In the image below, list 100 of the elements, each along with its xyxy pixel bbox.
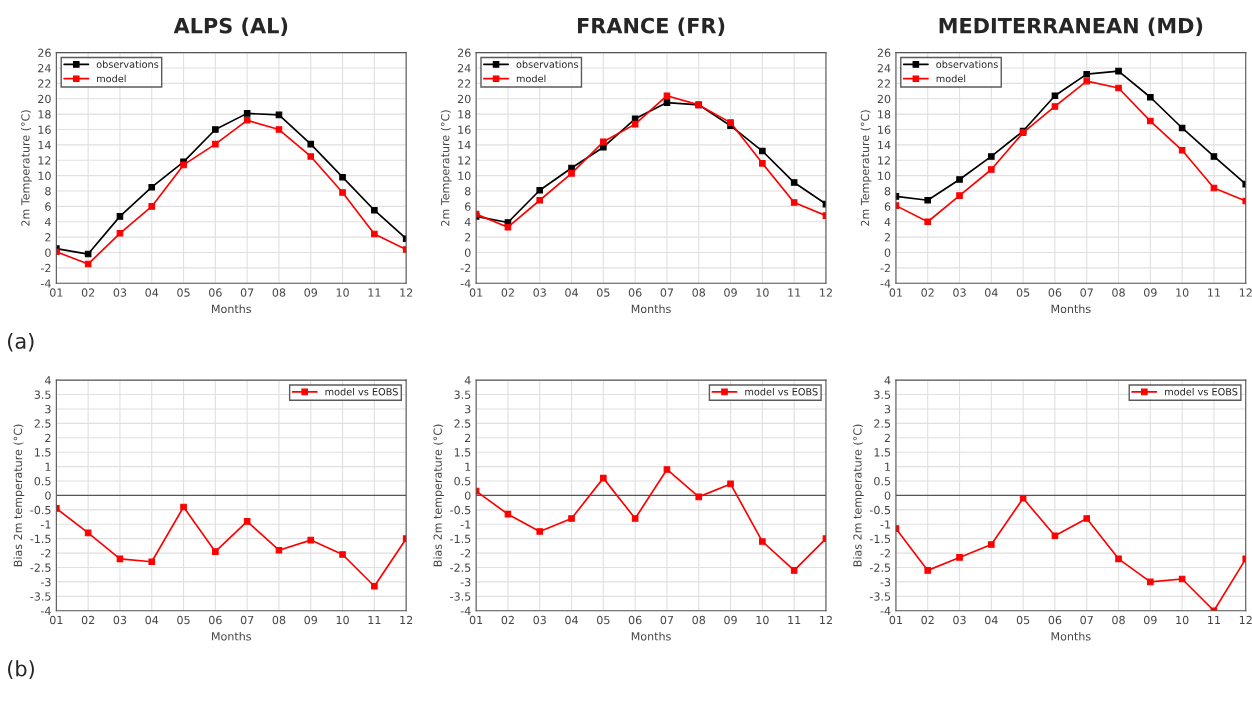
- x-tick-label: 03: [113, 288, 127, 297]
- y-tick-label: 3.5: [874, 390, 891, 399]
- x-tick-label: 12: [820, 615, 832, 625]
- x-tick-label: 04: [145, 288, 159, 297]
- y-tick-label: 1: [885, 462, 891, 471]
- x-tick-label: 09: [304, 615, 318, 625]
- x-tick-label: 08: [692, 615, 706, 625]
- x-tick-label: 11: [368, 288, 381, 297]
- x-tick-label: 01: [469, 288, 483, 297]
- y-axis-title: 2m Temperature (°C): [440, 110, 452, 226]
- x-tick-label: 09: [304, 288, 318, 297]
- x-tick-label: 06: [628, 288, 642, 297]
- y-tick-label: -4: [880, 279, 891, 288]
- x-tick-label: 09: [1144, 615, 1157, 625]
- x-tick-label: 04: [984, 288, 998, 297]
- x-tick-label: 10: [1176, 288, 1189, 297]
- x-tick-label: 03: [113, 615, 127, 625]
- legend-label: observations: [936, 60, 998, 68]
- x-tick-label: 06: [209, 288, 222, 297]
- x-tick-label: 05: [1016, 288, 1030, 297]
- x-tick-label: 09: [1144, 288, 1157, 297]
- x-axis-title: Months: [1051, 304, 1091, 314]
- x-tick-label: 08: [692, 288, 706, 297]
- x-tick-label: 05: [1016, 615, 1030, 625]
- x-axis-title: Months: [631, 304, 671, 314]
- x-tick-label: 01: [889, 288, 902, 297]
- y-tick-label: 2.5: [34, 419, 51, 428]
- y-tick-label: 12: [38, 156, 51, 165]
- x-tick-label: 12: [1239, 615, 1252, 625]
- x-tick-label: 06: [1048, 615, 1062, 625]
- y-tick-label: -2: [460, 549, 471, 558]
- y-tick-label: 18: [458, 110, 471, 119]
- y-tick-label: 4: [44, 376, 51, 385]
- y-tick-label: -4: [40, 606, 51, 615]
- x-tick-label: 11: [1208, 288, 1220, 297]
- y-tick-label: -3: [460, 577, 471, 587]
- y-tick-label: 3.5: [34, 390, 51, 399]
- x-tick-label: 03: [953, 288, 966, 297]
- y-tick-label: 2: [465, 233, 471, 242]
- chart-title: MEDITERRANEAN (MD): [939, 17, 1203, 36]
- x-tick-label: 06: [1048, 288, 1062, 297]
- x-tick-label: 05: [177, 615, 190, 625]
- y-tick-label: -3.5: [869, 592, 891, 601]
- x-tick-label: 08: [272, 615, 286, 625]
- y-tick-label: 4: [464, 217, 471, 226]
- y-tick-label: 0: [45, 491, 51, 500]
- y-tick-label: 2: [45, 233, 51, 242]
- y-tick-label: 1.5: [454, 448, 471, 457]
- x-tick-label: 01: [50, 288, 63, 297]
- y-tick-label: 8: [464, 186, 471, 196]
- y-tick-label: 24: [457, 64, 471, 73]
- y-tick-label: 26: [877, 48, 891, 58]
- y-tick-label: 3.5: [454, 390, 471, 399]
- x-tick-label: 05: [597, 288, 610, 297]
- x-tick-label: 04: [984, 615, 998, 625]
- x-tick-label: 05: [177, 288, 190, 297]
- y-tick-label: 12: [458, 156, 471, 165]
- x-tick-label: 04: [145, 615, 159, 625]
- x-tick-label: 10: [336, 615, 349, 625]
- y-tick-label: 10: [458, 171, 471, 181]
- y-tick-label: 10: [878, 171, 891, 181]
- y-tick-label: 1: [45, 462, 51, 471]
- legend-label: model: [516, 74, 546, 83]
- y-tick-label: 6: [45, 202, 51, 211]
- y-tick-label: 6: [884, 202, 891, 211]
- x-tick-label: 11: [788, 615, 801, 625]
- chart-title: FRANCE (FR): [577, 17, 725, 36]
- y-tick-label: 4: [464, 376, 471, 385]
- y-tick-label: -2.5: [450, 563, 471, 572]
- text: (b): [8, 660, 34, 679]
- y-tick-label: -2: [460, 263, 471, 273]
- x-tick-label: 08: [1112, 615, 1125, 625]
- legend-label: model vs EOBS: [325, 387, 398, 396]
- y-tick-label: -1: [40, 520, 51, 529]
- x-tick-label: 11: [1208, 615, 1220, 625]
- x-tick-label: 04: [565, 288, 578, 297]
- y-tick-label: -3: [40, 577, 51, 587]
- x-tick-label: 05: [597, 615, 610, 625]
- x-tick-label: 07: [1080, 615, 1093, 625]
- x-tick-label: 01: [889, 615, 902, 625]
- x-tick-label: 06: [209, 615, 222, 625]
- y-tick-label: 20: [457, 94, 471, 104]
- x-tick-label: 04: [565, 615, 578, 625]
- y-axis-title: Bias 2m temperature (°C): [433, 424, 445, 567]
- x-tick-label: 02: [921, 615, 934, 625]
- y-tick-label: 26: [38, 48, 51, 58]
- x-tick-label: 10: [336, 288, 349, 297]
- y-tick-label: 6: [464, 202, 471, 211]
- y-tick-label: 1.5: [35, 448, 51, 457]
- y-tick-label: 4: [884, 376, 891, 385]
- y-tick-label: 2.5: [874, 419, 891, 428]
- y-tick-label: 16: [878, 125, 891, 134]
- y-tick-label: 3: [884, 404, 891, 414]
- y-tick-label: 3: [45, 404, 51, 414]
- y-tick-label: 14: [878, 141, 891, 150]
- y-tick-label: 20: [877, 94, 891, 104]
- y-tick-label: -4: [880, 606, 891, 615]
- y-tick-label: 1.5: [874, 448, 891, 457]
- x-axis-title: Months: [1051, 631, 1091, 641]
- y-tick-label: 2: [465, 433, 471, 442]
